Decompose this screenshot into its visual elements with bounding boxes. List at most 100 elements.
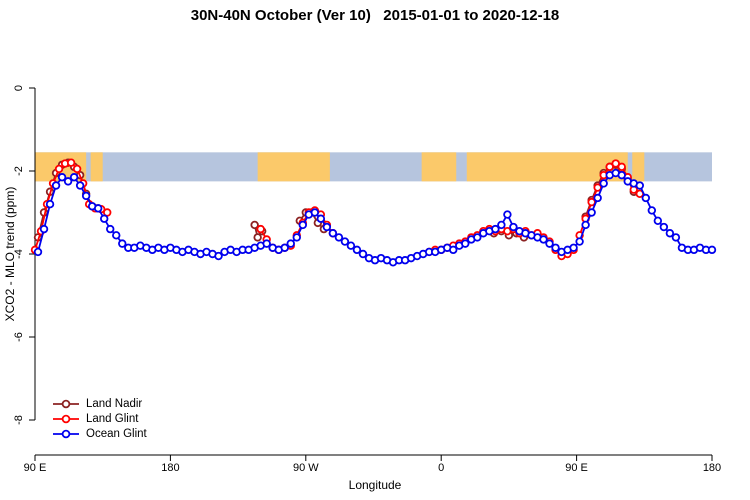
legend-item-land-nadir: Land Nadir bbox=[52, 397, 147, 411]
data-point-marker bbox=[57, 173, 67, 182]
data-point-marker bbox=[617, 170, 626, 180]
x-tick-label: 90 E bbox=[24, 462, 47, 474]
y-tick-label: -6 bbox=[13, 332, 25, 342]
data-point-marker bbox=[93, 204, 103, 213]
x-tick-label: 180 bbox=[703, 462, 721, 474]
data-point-marker bbox=[346, 241, 356, 250]
map-band bbox=[35, 152, 712, 182]
data-point-marker bbox=[509, 222, 518, 232]
y-tick-label: -2 bbox=[13, 166, 25, 176]
data-point-marker bbox=[81, 191, 91, 201]
chart-title: 30N-40N October (Ver 10) 2015-01-01 to 2… bbox=[190, 7, 560, 24]
data-point-marker bbox=[72, 164, 82, 174]
data-point-marker bbox=[659, 222, 669, 232]
data-point-marker bbox=[647, 206, 657, 215]
data-point-marker bbox=[39, 224, 49, 234]
data-point-marker bbox=[250, 220, 259, 230]
data-point-marker bbox=[617, 162, 626, 172]
data-point-marker bbox=[671, 233, 681, 242]
data-point-marker bbox=[75, 181, 85, 190]
data-point-marker bbox=[253, 233, 262, 242]
data-point-marker bbox=[106, 224, 115, 234]
legend-item-land-glint: Land Glint bbox=[52, 412, 147, 426]
data-point-marker bbox=[569, 243, 578, 252]
x-tick-label: 90 W bbox=[293, 462, 319, 474]
data-point-marker bbox=[593, 183, 602, 192]
data-point-marker bbox=[63, 177, 73, 186]
data-point-marker bbox=[100, 214, 109, 223]
x-axis bbox=[34, 454, 713, 461]
data-point-marker bbox=[45, 199, 55, 209]
data-point-marker bbox=[491, 224, 500, 234]
data-point-marker bbox=[575, 237, 584, 246]
y-axis-label: XCO2 - MLO trend (ppm) bbox=[3, 186, 17, 322]
data-point-marker bbox=[461, 239, 470, 248]
land-nadir-line-marker-icon bbox=[53, 399, 79, 409]
data-point-marker bbox=[328, 229, 338, 238]
x-tick-labels: 90 E 180 90 W 0 90 E 180 bbox=[24, 462, 722, 474]
data-point-marker bbox=[707, 245, 717, 255]
data-point-marker bbox=[539, 235, 548, 244]
legend-label: Land Glint bbox=[86, 413, 139, 425]
data-point-marker bbox=[340, 237, 350, 246]
data-point-marker bbox=[449, 245, 458, 255]
legend-label: Land Nadir bbox=[86, 398, 143, 410]
y-tick-label: 0 bbox=[13, 85, 25, 91]
land-segment bbox=[632, 152, 645, 182]
legend: Land Nadir Land Glint Ocean Glint bbox=[52, 397, 147, 441]
data-point-marker bbox=[358, 249, 368, 259]
y-axis bbox=[29, 87, 36, 421]
data-point-marker bbox=[581, 220, 590, 230]
data-point-marker bbox=[593, 193, 602, 203]
data-point-marker bbox=[587, 197, 596, 207]
data-point-marker bbox=[214, 251, 223, 261]
data-point-marker bbox=[310, 208, 320, 217]
y-tick-label: -4 bbox=[13, 249, 25, 259]
data-point-marker bbox=[280, 243, 289, 252]
data-point-marker bbox=[256, 224, 265, 234]
x-tick-label: 90 E bbox=[565, 462, 588, 474]
data-point-marker bbox=[653, 216, 663, 225]
data-point-marker bbox=[473, 233, 482, 242]
ocean-glint-line-marker-icon bbox=[53, 429, 79, 439]
data-point-marker bbox=[599, 179, 608, 188]
data-point-marker bbox=[611, 159, 620, 168]
data-point-marker bbox=[322, 222, 332, 232]
data-point-marker bbox=[262, 239, 271, 248]
data-point-marker bbox=[66, 158, 76, 167]
x-axis-label: Longitude bbox=[348, 478, 402, 492]
data-point-marker bbox=[69, 173, 79, 182]
land-glint-line-marker-icon bbox=[53, 414, 79, 424]
data-point-marker bbox=[54, 164, 64, 174]
data-point-marker bbox=[118, 239, 127, 248]
data-point-marker bbox=[497, 220, 506, 230]
data-point-marker bbox=[635, 181, 644, 190]
y-tick-label: -8 bbox=[13, 415, 25, 425]
data-point-marker bbox=[551, 243, 560, 252]
data-point-marker bbox=[352, 245, 362, 255]
data-point-marker bbox=[665, 229, 675, 238]
data-point-marker bbox=[605, 162, 614, 172]
land-segment bbox=[421, 152, 457, 182]
data-point-marker bbox=[587, 208, 596, 217]
data-point-marker bbox=[292, 233, 301, 242]
data-point-marker bbox=[112, 231, 121, 240]
data-point-marker bbox=[503, 210, 512, 219]
data-point-marker bbox=[286, 239, 295, 248]
data-point-marker bbox=[316, 214, 326, 223]
x-tick-label: 180 bbox=[161, 462, 179, 474]
land-segment bbox=[90, 152, 103, 182]
data-point-marker bbox=[641, 193, 651, 203]
land-segment bbox=[257, 152, 330, 182]
y-tick-labels: 0 -2 -4 -6 -8 bbox=[13, 85, 25, 425]
x-tick-label: 0 bbox=[438, 462, 444, 474]
data-point-marker bbox=[33, 247, 43, 257]
legend-label: Ocean Glint bbox=[86, 428, 147, 440]
data-point-marker bbox=[298, 220, 307, 230]
data-point-marker bbox=[51, 181, 61, 190]
series-ocean-glint bbox=[33, 168, 717, 267]
data-point-marker bbox=[334, 233, 344, 242]
legend-item-ocean-glint: Ocean Glint bbox=[52, 427, 147, 441]
